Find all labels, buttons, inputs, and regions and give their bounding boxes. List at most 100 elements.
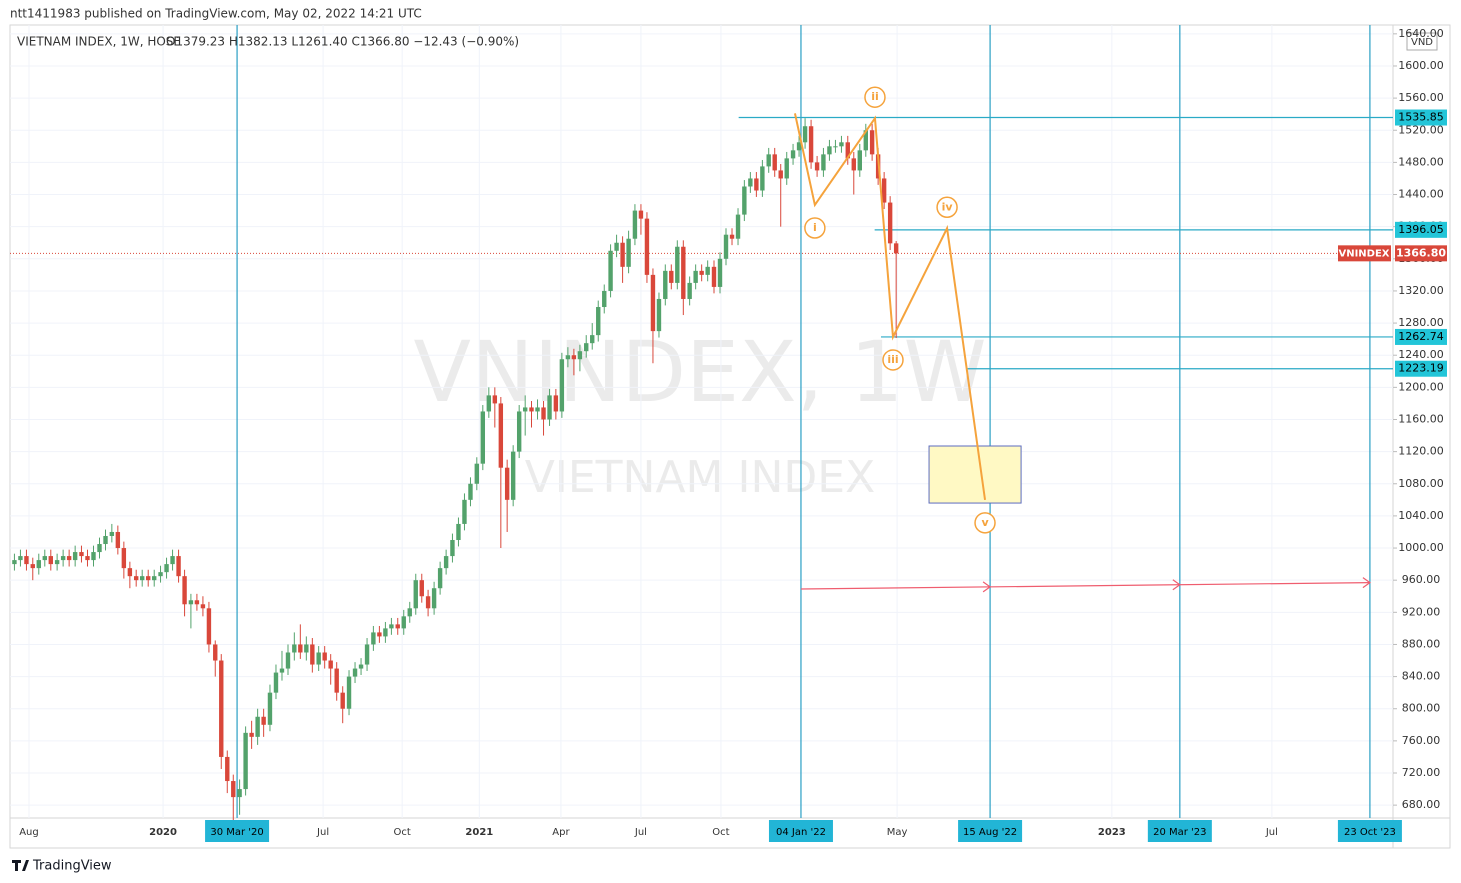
candle-body — [164, 564, 169, 573]
arrow-head — [1172, 579, 1181, 591]
wave-label: v — [981, 516, 989, 529]
y-tick-label: 1440.00 — [1398, 188, 1444, 201]
candle-body — [261, 716, 266, 725]
candle-body — [54, 560, 60, 565]
candle-body — [656, 298, 662, 332]
candle-body — [723, 234, 729, 259]
y-tick-label: 1480.00 — [1398, 155, 1444, 168]
candle-body — [851, 158, 856, 171]
symbol-label-box — [1338, 245, 1391, 262]
candle-body — [152, 576, 157, 581]
candle-body — [12, 560, 17, 565]
candle-body — [553, 395, 559, 412]
candle-body — [437, 568, 443, 589]
x-tick-label: Jul — [1265, 827, 1278, 838]
candle-body — [292, 644, 297, 653]
candle-body — [121, 548, 127, 569]
logo-icon — [12, 860, 29, 871]
candle-body — [352, 668, 358, 677]
candle-body — [644, 218, 650, 275]
logo-text: TradingView — [32, 859, 112, 874]
y-tick-label: 760.00 — [1402, 734, 1441, 747]
arrow-head — [1362, 577, 1371, 589]
y-tick-label: 720.00 — [1402, 766, 1441, 779]
y-tick-label: 1120.00 — [1398, 445, 1444, 458]
candle-body — [827, 146, 832, 155]
target-zone — [928, 445, 1022, 504]
candle-body — [97, 544, 102, 553]
candle-body — [279, 668, 285, 673]
candle-body — [754, 178, 759, 191]
candle-body — [608, 250, 613, 291]
x-tick-label: 15 Aug '22 — [963, 827, 1017, 838]
candle-body — [346, 676, 352, 709]
candle-body — [626, 238, 631, 267]
candle-body — [584, 343, 589, 352]
candle-body — [571, 355, 577, 360]
candle-body — [845, 142, 850, 159]
candle-body — [893, 243, 899, 254]
x-tick-label: Oct — [712, 827, 729, 838]
candle-body — [395, 624, 400, 629]
candle-body — [425, 596, 431, 609]
candle-body — [632, 210, 638, 239]
candle-body — [887, 202, 893, 244]
candle-body — [729, 234, 735, 239]
candle-body — [103, 535, 108, 545]
candle-body — [273, 672, 279, 693]
wave-label: i — [813, 221, 817, 234]
y-tick-label: 920.00 — [1402, 605, 1441, 618]
date-marker-box — [1337, 820, 1402, 842]
y-tick-label: 1040.00 — [1398, 509, 1444, 522]
date-marker-box — [1147, 820, 1212, 842]
candle-body — [620, 242, 625, 267]
candle-body — [60, 556, 66, 561]
candle-body — [687, 282, 692, 299]
candle-body — [285, 652, 291, 669]
x-tick-label: 20 Mar '23 — [1153, 827, 1206, 838]
candle-body — [377, 632, 382, 637]
candle-body — [255, 716, 260, 737]
candle-body — [79, 552, 84, 557]
candle-body — [24, 556, 29, 565]
candle-body — [42, 556, 47, 561]
ohlc-legend: O1379.23 H1382.13 L1261.40 C1366.80 −12.… — [166, 35, 519, 49]
candle-body — [663, 270, 668, 299]
candle-body — [480, 411, 486, 464]
candle-body — [863, 130, 868, 151]
candle-body — [492, 395, 498, 404]
candle-body — [462, 499, 467, 524]
candle-body — [206, 608, 212, 645]
y-tick-label: 1600.00 — [1398, 59, 1444, 72]
candle-body — [450, 540, 455, 557]
candle-body — [814, 162, 820, 171]
candle-body — [219, 660, 224, 757]
candle-body — [547, 395, 552, 420]
candle-body — [669, 270, 674, 283]
candle-body — [91, 552, 96, 561]
candle-body — [389, 624, 394, 629]
level-label-box — [1395, 221, 1447, 238]
wave-label: iii — [887, 353, 898, 366]
candle-body — [231, 781, 236, 798]
candle-body — [705, 266, 710, 275]
watermark: VNINDEX, 1W — [413, 323, 986, 421]
x-tick-label: 2020 — [149, 827, 177, 838]
published-note: ntt1411983 published on TradingView.com,… — [10, 7, 422, 21]
y-tick-label: 1520.00 — [1398, 123, 1444, 136]
y-tick-label: 960.00 — [1402, 573, 1441, 586]
candle-body — [778, 170, 783, 179]
y-tick-label: 800.00 — [1402, 702, 1441, 715]
candle-body — [72, 552, 78, 561]
wave-label: iv — [942, 200, 954, 213]
x-tick-label: 2023 — [1098, 827, 1126, 838]
candle-body — [772, 154, 777, 171]
y-tick-label: 1560.00 — [1398, 91, 1444, 104]
y-tick-label: 1200.00 — [1398, 380, 1444, 393]
candle-body — [541, 407, 546, 420]
candle-body — [577, 351, 583, 360]
candle-body — [200, 604, 206, 609]
candle-body — [85, 556, 90, 561]
candle-body — [468, 483, 473, 500]
